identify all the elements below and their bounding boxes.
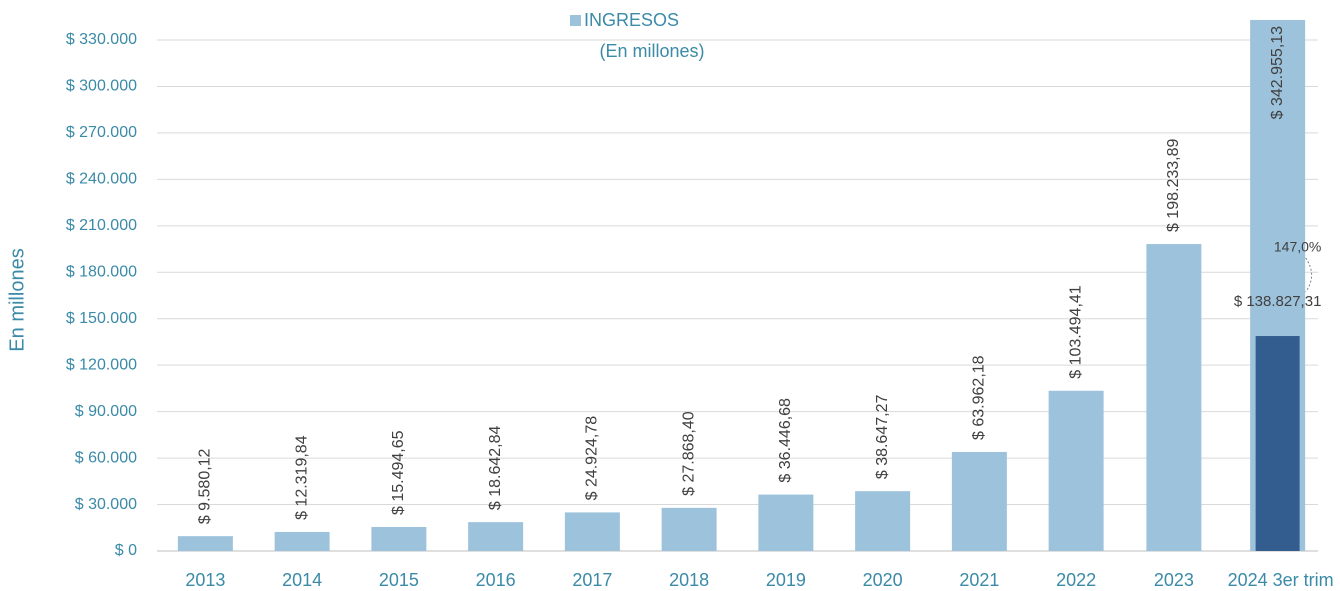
bar (468, 522, 524, 551)
x-tick-label: 2019 (766, 570, 806, 590)
y-tick-label: $ 150.000 (66, 310, 137, 327)
bar (371, 527, 427, 551)
value-label: $ 138.827,31 (1234, 293, 1322, 310)
subtitle: (En millones) (599, 41, 704, 61)
value-label: $ 24.924,78 (584, 416, 601, 501)
y-tick-label: $ 60.000 (75, 449, 137, 466)
y-tick-label: $ 330.000 (66, 31, 137, 48)
x-tick-label: 2018 (669, 570, 709, 590)
value-label: $ 18.642,84 (487, 426, 504, 511)
bar (1255, 336, 1300, 551)
y-tick-label: $ 0 (115, 542, 137, 559)
annotation-arc (1305, 257, 1313, 293)
x-tick-label: 2020 (863, 570, 903, 590)
x-tick-label: 2024 3er trim (1228, 570, 1334, 590)
bar (1146, 244, 1202, 551)
value-label: $ 9.580,12 (197, 448, 214, 524)
x-tick-label: 2017 (572, 570, 612, 590)
x-tick-label: 2015 (379, 570, 419, 590)
bar (274, 531, 330, 551)
value-label: $ 15.494,65 (390, 430, 407, 515)
value-label: $ 12.319,84 (293, 435, 310, 520)
y-tick-label: $ 270.000 (66, 124, 137, 141)
y-tick-label: $ 180.000 (66, 263, 137, 280)
y-tick-label: $ 90.000 (75, 403, 137, 420)
y-tick-label: $ 240.000 (66, 171, 137, 188)
legend-label: INGRESOS (584, 10, 679, 30)
y-axis-label: En millones (6, 248, 28, 351)
x-tick-label: 2013 (185, 570, 225, 590)
value-label: $ 63.962,18 (971, 355, 988, 440)
value-label: $ 38.647,27 (874, 395, 891, 480)
x-tick-label: 2022 (1056, 570, 1096, 590)
bar (855, 491, 911, 551)
value-label: $ 103.494,41 (1067, 285, 1084, 379)
annotation: 147,0% (1274, 239, 1321, 255)
x-tick-label: 2016 (476, 570, 516, 590)
y-tick-label: $ 30.000 (75, 496, 137, 513)
x-tick-label: 2021 (959, 570, 999, 590)
bar (1048, 390, 1104, 551)
legend-swatch (570, 15, 581, 26)
value-label: $ 198.233,89 (1165, 139, 1182, 233)
bar (177, 536, 233, 551)
bar (758, 494, 814, 551)
value-label: $ 342.955,13 (1269, 26, 1286, 120)
x-tick-label: 2014 (282, 570, 322, 590)
value-label: $ 36.446,68 (777, 398, 794, 483)
y-tick-label: $ 300.000 (66, 78, 137, 95)
y-tick-label: $ 120.000 (66, 356, 137, 373)
y-tick-label: $ 210.000 (66, 217, 137, 234)
bar (661, 507, 717, 551)
bar (564, 512, 620, 551)
x-tick-label: 2023 (1154, 570, 1194, 590)
bar (951, 451, 1007, 551)
value-label: $ 27.868,40 (680, 411, 697, 496)
